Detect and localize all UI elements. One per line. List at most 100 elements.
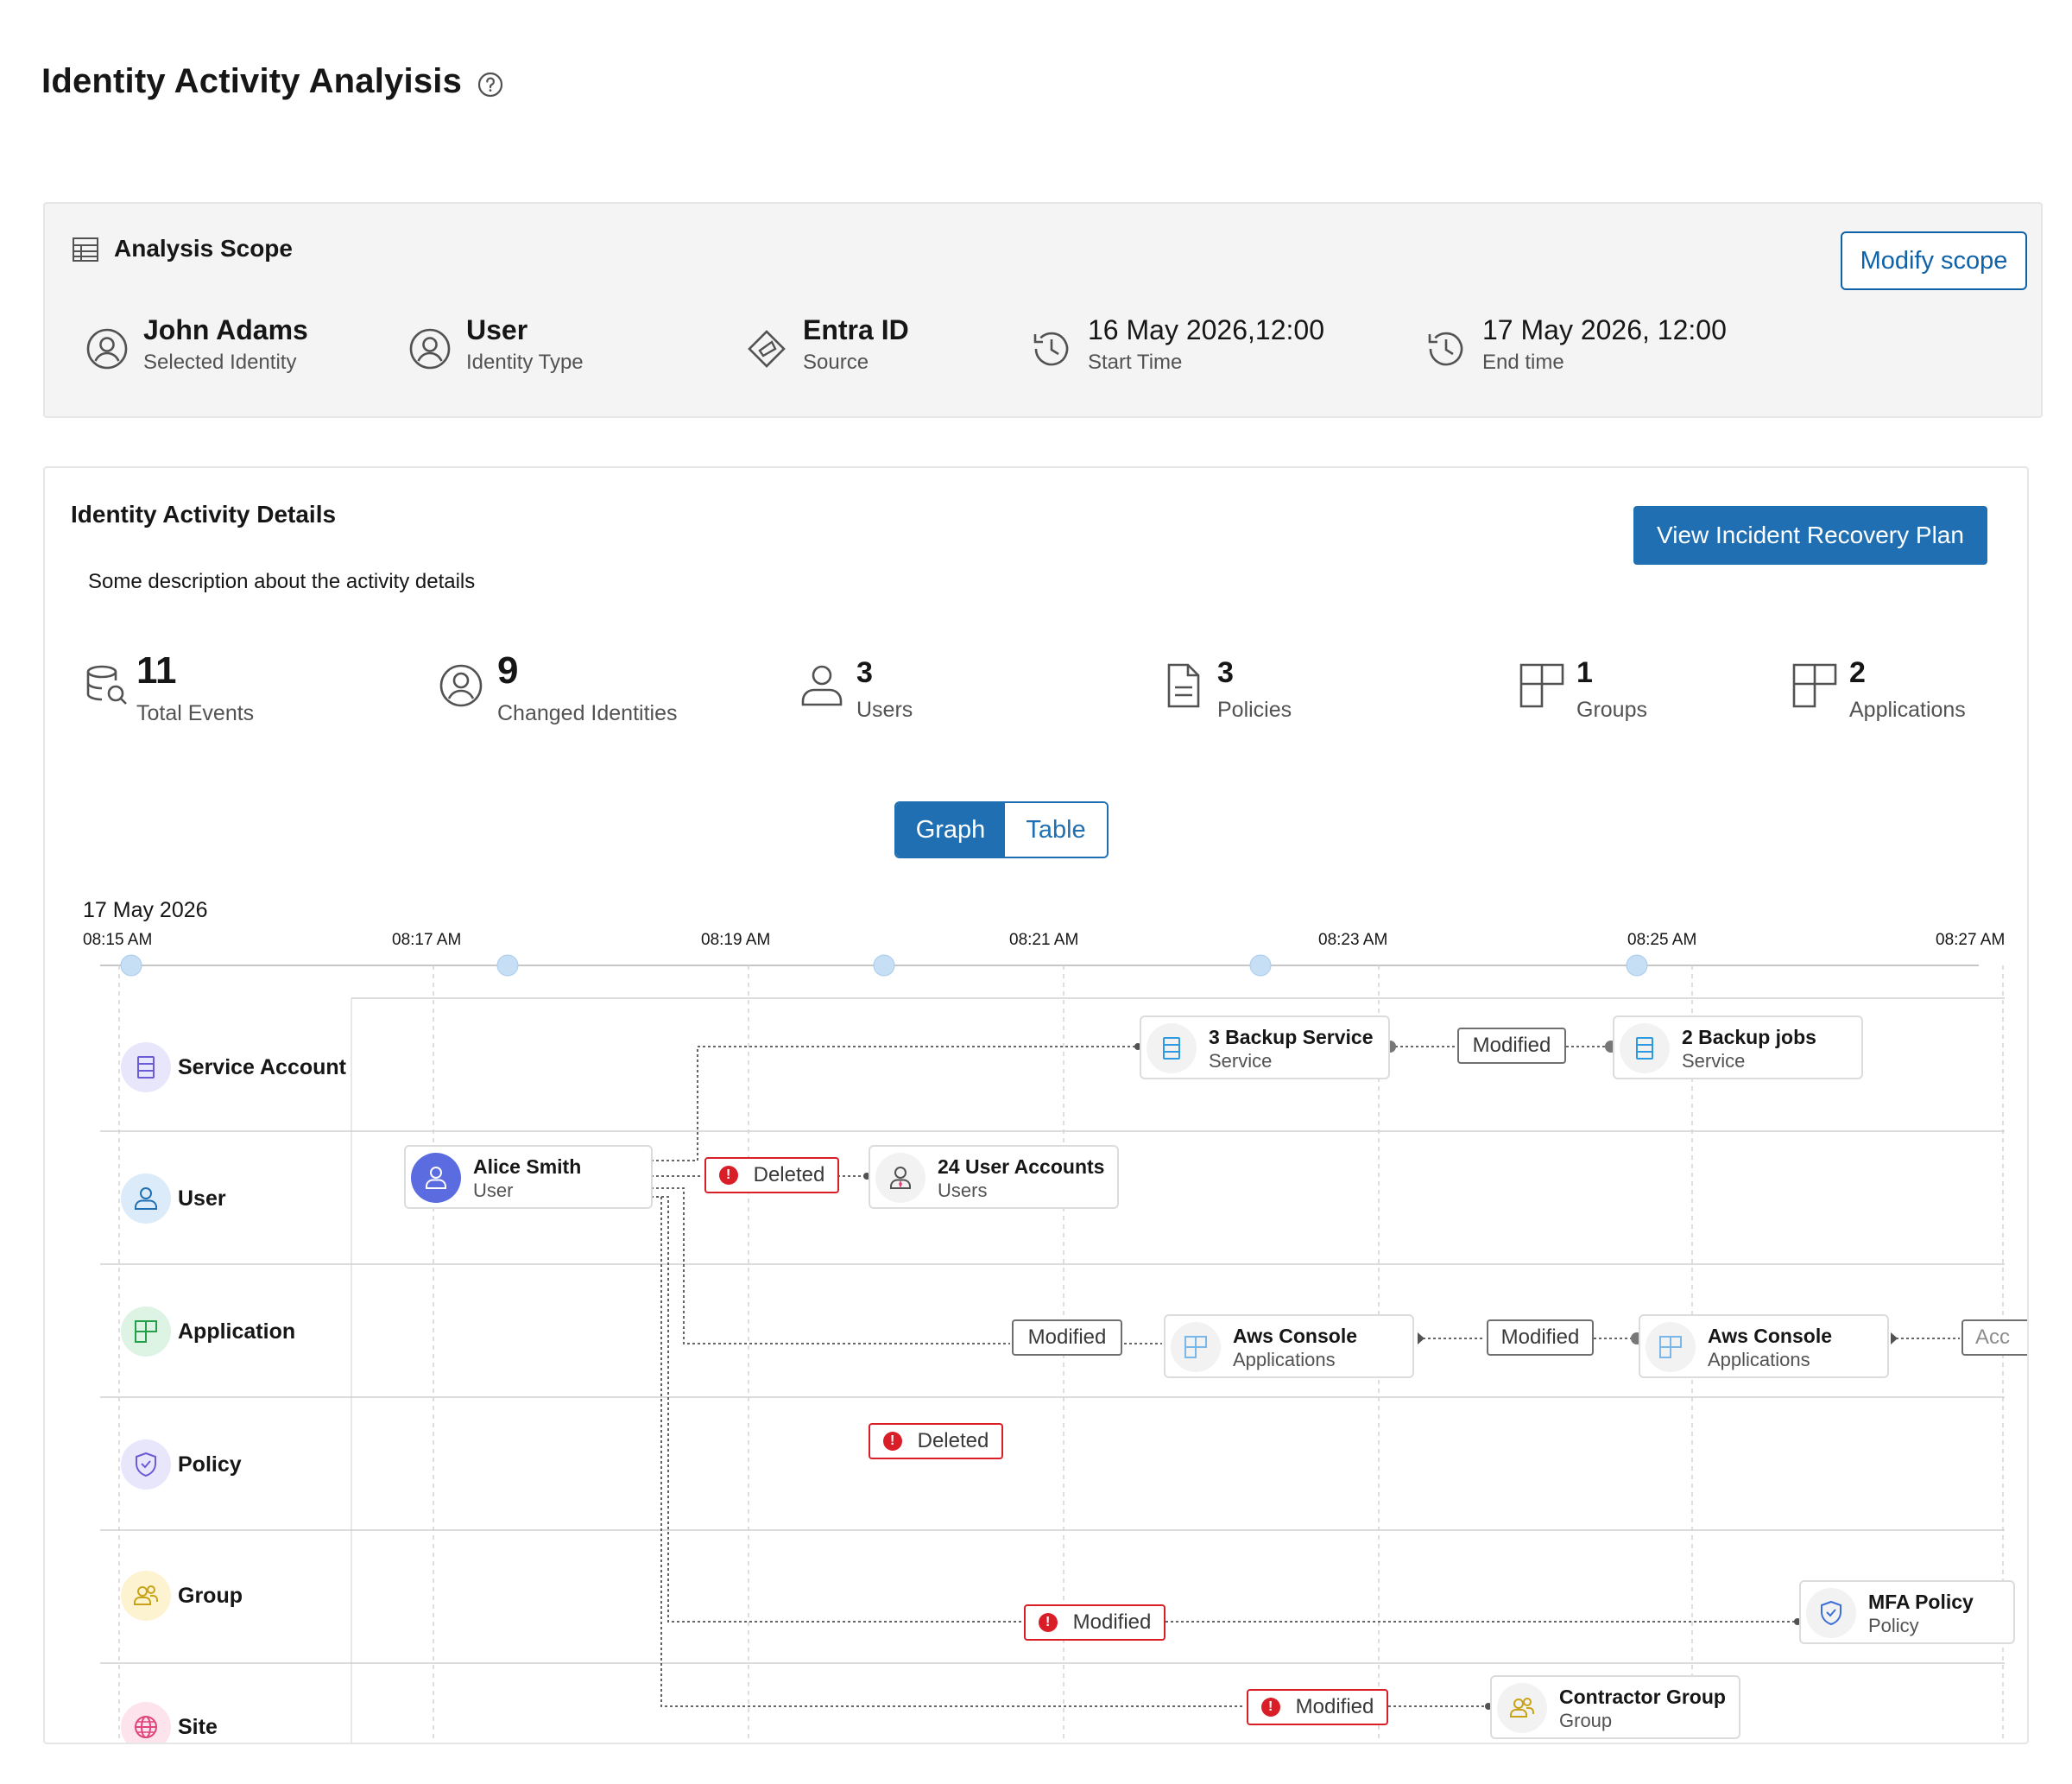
stat-label: Groups bbox=[1576, 698, 1647, 722]
stat-value: 11 bbox=[136, 649, 177, 692]
grid-icon bbox=[1184, 1336, 1207, 1358]
stat-label: Policies bbox=[1217, 698, 1292, 722]
timeline-date: 17 May 2026 bbox=[83, 898, 208, 922]
document-icon bbox=[1167, 663, 1200, 708]
node-subtitle: Service bbox=[1682, 1050, 1746, 1072]
history-icon bbox=[1428, 332, 1463, 366]
user-icon bbox=[135, 1187, 157, 1210]
event-tag-deleted[interactable]: ! Deleted bbox=[869, 1423, 1003, 1459]
user-circle-icon bbox=[409, 328, 451, 370]
row-label-text: User bbox=[178, 1186, 226, 1211]
history-icon bbox=[1033, 332, 1069, 366]
node-backup-jobs[interactable]: 2 Backup jobs Service bbox=[1613, 1015, 1863, 1079]
tag-text: Modified bbox=[1295, 1695, 1374, 1718]
scope-label: End time bbox=[1482, 351, 1564, 374]
node-aws-console-1[interactable]: Aws Console Applications bbox=[1164, 1314, 1414, 1378]
stat-value: 3 bbox=[1217, 656, 1234, 689]
table-tab[interactable]: Table bbox=[1005, 803, 1107, 857]
modify-scope-button[interactable]: Modify scope bbox=[1841, 231, 2027, 290]
user-icon bbox=[426, 1167, 446, 1189]
node-subtitle: User bbox=[473, 1180, 514, 1201]
grid-icon bbox=[1792, 663, 1837, 708]
stat-label: Applications bbox=[1849, 698, 1966, 722]
scope-value: Entra ID bbox=[803, 314, 909, 345]
analysis-scope-title: Analysis Scope bbox=[114, 235, 293, 262]
node-alice-smith[interactable]: Alice Smith User bbox=[404, 1145, 653, 1209]
event-tag-modified[interactable]: ! Modified bbox=[1024, 1604, 1166, 1641]
node-backup-service[interactable]: 3 Backup Service Service bbox=[1140, 1015, 1390, 1079]
row-label-service-account: Service Account bbox=[121, 1041, 346, 1093]
scope-label: Selected Identity bbox=[143, 351, 297, 374]
event-tag-truncated[interactable]: Acc bbox=[1961, 1319, 2027, 1356]
node-subtitle: Applications bbox=[1708, 1349, 1810, 1370]
node-aws-console-2[interactable]: Aws Console Applications bbox=[1639, 1314, 1889, 1378]
node-subtitle: Group bbox=[1559, 1710, 1613, 1731]
node-title: MFA Policy bbox=[1868, 1591, 1974, 1613]
analysis-scope-card: Analysis Scope Modify scope John Adams S… bbox=[43, 202, 2043, 418]
server-icon bbox=[1636, 1037, 1653, 1060]
event-tag-modified[interactable]: ! Modified bbox=[1247, 1689, 1388, 1725]
globe-icon bbox=[135, 1716, 157, 1738]
node-user-accounts[interactable]: 24 User Accounts Users bbox=[869, 1145, 1119, 1209]
node-title: 3 Backup Service bbox=[1209, 1026, 1374, 1048]
scope-value: User bbox=[466, 314, 528, 345]
stat-value: 2 bbox=[1849, 656, 1866, 689]
time-label: 08:21 AM bbox=[1009, 931, 1079, 949]
tag-text: Deleted bbox=[917, 1429, 989, 1452]
scope-value: 17 May 2026, 12:00 bbox=[1482, 314, 1727, 345]
node-mfa-policy[interactable]: MFA Policy Policy bbox=[1799, 1580, 2015, 1644]
node-title: Alice Smith bbox=[473, 1155, 582, 1178]
stat-label: Changed Identities bbox=[497, 701, 678, 725]
stat-label: Users bbox=[856, 698, 913, 722]
node-subtitle: Applications bbox=[1233, 1349, 1336, 1370]
shield-icon bbox=[1821, 1600, 1841, 1626]
tag-text: Deleted bbox=[753, 1163, 825, 1186]
error-icon: ! bbox=[718, 1166, 738, 1185]
time-label: 08:27 AM bbox=[1936, 931, 2006, 949]
graph-tab[interactable]: Graph bbox=[896, 803, 1005, 857]
stat-value: 1 bbox=[1576, 656, 1593, 689]
grid-icon bbox=[135, 1320, 157, 1343]
help-icon[interactable] bbox=[477, 71, 504, 98]
node-title: Aws Console bbox=[1233, 1325, 1357, 1347]
row-label-application: Application bbox=[121, 1306, 295, 1357]
row-label-text: Site bbox=[178, 1714, 218, 1739]
error-icon: ! bbox=[1260, 1698, 1280, 1717]
node-subtitle: Service bbox=[1209, 1050, 1273, 1072]
node-subtitle: Users bbox=[938, 1180, 988, 1201]
view-incident-recovery-plan-button[interactable]: View Incident Recovery Plan bbox=[1633, 506, 1987, 565]
event-tag-deleted[interactable]: ! Deleted bbox=[704, 1157, 839, 1193]
row-label-policy: Policy bbox=[121, 1439, 242, 1490]
scope-value: 16 May 2026,12:00 bbox=[1088, 314, 1324, 345]
table-icon bbox=[73, 237, 98, 262]
row-label-group: Group bbox=[121, 1570, 243, 1622]
scope-label: Source bbox=[803, 351, 869, 374]
row-label-text: Policy bbox=[178, 1452, 242, 1477]
scope-value: John Adams bbox=[143, 314, 308, 345]
event-tag-modified[interactable]: Modified bbox=[1487, 1319, 1594, 1356]
time-label: 08:25 AM bbox=[1627, 931, 1697, 949]
time-label: 08:15 AM bbox=[83, 931, 153, 949]
grid-icon bbox=[1659, 1336, 1682, 1358]
user-tie-icon bbox=[890, 1167, 911, 1189]
user-circle-icon bbox=[86, 328, 128, 370]
event-tag-modified[interactable]: Modified bbox=[1457, 1028, 1566, 1064]
server-icon bbox=[137, 1056, 155, 1079]
stat-label: Total Events bbox=[136, 701, 255, 725]
event-tag-modified[interactable]: Modified bbox=[1012, 1319, 1122, 1356]
user-circle-icon bbox=[439, 664, 483, 707]
entra-diamond-icon bbox=[748, 330, 786, 368]
row-label-site: Site bbox=[121, 1701, 218, 1743]
node-title: Contractor Group bbox=[1559, 1686, 1726, 1708]
time-label: 08:17 AM bbox=[392, 931, 462, 949]
error-icon: ! bbox=[882, 1432, 902, 1451]
row-label-text: Group bbox=[178, 1583, 243, 1608]
group-icon bbox=[134, 1585, 158, 1605]
node-contractor-group[interactable]: Contractor Group Group bbox=[1490, 1675, 1740, 1739]
node-title: 2 Backup jobs bbox=[1682, 1026, 1816, 1048]
user-icon bbox=[801, 665, 843, 706]
row-label-text: Service Account bbox=[178, 1054, 346, 1079]
time-label: 08:19 AM bbox=[701, 931, 771, 949]
activity-graph-canvas bbox=[100, 954, 2005, 1743]
time-label: 08:23 AM bbox=[1318, 931, 1388, 949]
